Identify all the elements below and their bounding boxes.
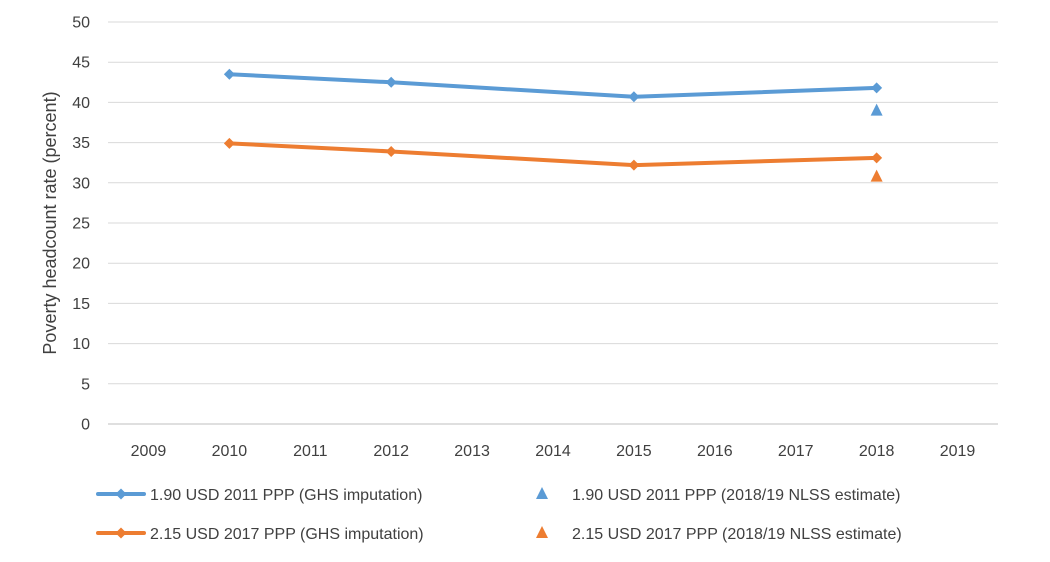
x-tick-label-2009: 2009 — [131, 443, 167, 460]
x-tick-label-2015: 2015 — [616, 443, 652, 460]
y-tick-label-20: 20 — [72, 256, 90, 273]
x-tick-label-2014: 2014 — [535, 443, 571, 460]
legend-marker-0 — [115, 488, 127, 500]
x-tick-label-2011: 2011 — [293, 443, 328, 460]
y-tick-label-10: 10 — [72, 336, 90, 353]
series-3-point-2018 — [870, 169, 883, 182]
y-tick-label-0: 0 — [81, 417, 90, 434]
legend-marker-2 — [536, 487, 548, 499]
legend-marker-1 — [115, 527, 127, 539]
series-0-line — [227, 72, 879, 99]
x-tick-label-2019: 2019 — [940, 443, 976, 460]
legend-label-3: 2.15 USD 2017 PPP (2018/19 NLSS estimate… — [572, 526, 902, 543]
series-0-point-2018 — [871, 82, 883, 94]
legend-label-0: 1.90 USD 2011 PPP (GHS imputation) — [150, 487, 422, 504]
series-0-point-2012 — [385, 76, 397, 88]
y-axis-title: Poverty headcount rate (percent) — [40, 91, 60, 354]
x-tick-label-2016: 2016 — [697, 443, 733, 460]
y-tick-label-40: 40 — [72, 95, 90, 112]
series-1-point-2012 — [385, 145, 397, 157]
series-0-point-2015 — [628, 91, 640, 103]
y-tick-label-30: 30 — [72, 175, 90, 192]
x-tick-label-2010: 2010 — [212, 443, 248, 460]
x-tick-label-2013: 2013 — [454, 443, 490, 460]
y-tick-label-15: 15 — [72, 296, 90, 313]
x-tick-label-2012: 2012 — [373, 443, 409, 460]
y-tick-label-25: 25 — [72, 216, 90, 233]
legend-label-1: 2.15 USD 2017 PPP (GHS imputation) — [150, 526, 424, 543]
y-axis-ticks: 0 5 10 15 20 25 30 35 40 45 50 — [72, 15, 90, 434]
series-1-point-2010 — [223, 137, 235, 149]
x-tick-label-2017: 2017 — [778, 443, 814, 460]
x-tick-label-2018: 2018 — [859, 443, 895, 460]
series-layer — [223, 68, 883, 182]
series-1-point-2015 — [628, 159, 640, 171]
y-tick-label-45: 45 — [72, 55, 90, 72]
gridlines — [108, 21, 998, 425]
y-tick-label-50: 50 — [72, 15, 90, 32]
series-1-line — [227, 141, 879, 168]
x-axis-ticks: 2009 2010 2011 2012 2013 2014 2015 2016 2017 2018… — [131, 443, 976, 460]
series-2-point-2018 — [870, 103, 883, 116]
y-tick-label-5: 5 — [81, 376, 90, 393]
legend: 1.90 USD 2011 PPP (GHS imputation) 2.15 U… — [96, 487, 902, 543]
legend-marker-3 — [536, 526, 548, 538]
legend-label-2: 1.90 USD 2011 PPP (2018/19 NLSS estimate… — [572, 487, 900, 504]
y-tick-label-35: 35 — [72, 135, 90, 152]
series-1-point-2018 — [871, 152, 883, 164]
series-0-point-2010 — [223, 68, 235, 80]
